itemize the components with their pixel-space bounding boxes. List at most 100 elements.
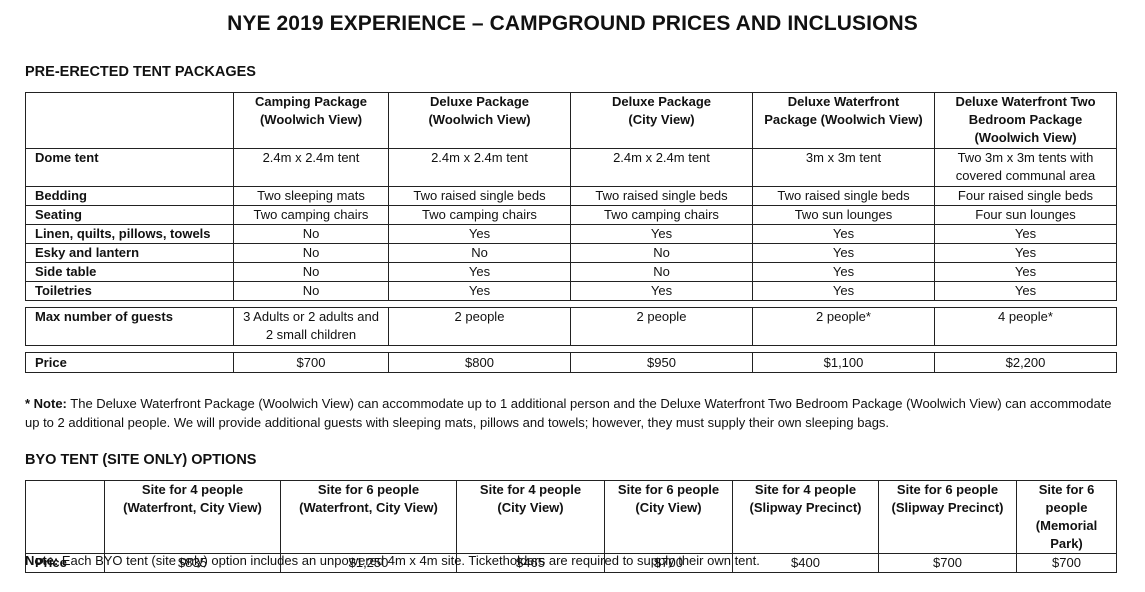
site-header: Site for 4 people (City View) xyxy=(456,480,605,554)
note-text: Each BYO tent (site only) option include… xyxy=(58,553,760,568)
row-label: Toiletries xyxy=(25,281,234,301)
byo-header-row: Site for 4 people (Waterfront, City View)… xyxy=(25,480,1117,554)
table-cell: 2.4m x 2.4m tent xyxy=(233,148,389,187)
price-cell: $400 xyxy=(732,553,879,573)
package-header: Deluxe Package (City View) xyxy=(570,92,753,149)
price-cell: $700 xyxy=(604,553,733,573)
byo-heading: BYO TENT (SITE ONLY) OPTIONS xyxy=(25,452,257,468)
table-cell: Yes xyxy=(388,281,571,301)
table-cell: Yes xyxy=(388,262,571,282)
price-cell: $700 xyxy=(233,352,389,373)
package-header: Camping Package (Woolwich View) xyxy=(233,92,389,149)
table-cell: Four raised single beds xyxy=(934,186,1117,206)
pre-erected-header-row: Camping Package (Woolwich View) Deluxe Pa… xyxy=(25,92,1117,149)
byo-table: Site for 4 people (Waterfront, City View)… xyxy=(25,480,1117,573)
site-header: Site for 6 people (Slipway Precinct) xyxy=(878,480,1017,554)
site-header: Site for 4 people (Slipway Precinct) xyxy=(732,480,879,554)
row-label: Side table xyxy=(25,262,234,282)
table-row: Linen, quilts, pillows, towels No Yes Ye… xyxy=(25,224,1117,244)
price-cell: $700 xyxy=(1016,553,1117,573)
table-cell: No xyxy=(388,243,571,263)
table-cell: Two raised single beds xyxy=(570,186,753,206)
table-row: Esky and lantern No No No Yes Yes xyxy=(25,243,1117,263)
package-header: Deluxe Waterfront Two Bedroom Package (Woo… xyxy=(934,92,1117,149)
site-header: Site for 4 people (Waterfront, City View) xyxy=(104,480,281,554)
table-cell: Yes xyxy=(570,281,753,301)
table-cell: 2 people* xyxy=(752,307,935,346)
site-header: Site for 6 people (City View) xyxy=(604,480,733,554)
table-cell: Yes xyxy=(388,224,571,244)
table-cell: 3 Adults or 2 adults and 2 small childre… xyxy=(233,307,389,346)
table-cell: Four sun lounges xyxy=(934,205,1117,225)
price-cell: $465 xyxy=(456,553,605,573)
price-cell: $1,100 xyxy=(752,352,935,373)
table-row: Seating Two camping chairs Two camping c… xyxy=(25,205,1117,225)
byo-note: Note: Each BYO tent (site only) option i… xyxy=(25,551,1120,570)
byo-price-row: Price $835 $1,250 $465 $700 $400 $700 $7… xyxy=(25,553,1117,573)
table-cell: Yes xyxy=(752,281,935,301)
table-cell: Two raised single beds xyxy=(388,186,571,206)
table-cell: Yes xyxy=(752,262,935,282)
price-row: Price $700 $800 $950 $1,100 $2,200 xyxy=(25,352,1117,373)
price-cell: $800 xyxy=(388,352,571,373)
pre-erected-heading: PRE-ERECTED TENT PACKAGES xyxy=(25,64,256,80)
table-cell: Two camping chairs xyxy=(388,205,571,225)
pre-erected-table: Camping Package (Woolwich View) Deluxe Pa… xyxy=(25,92,1117,373)
table-cell: Two sleeping mats xyxy=(233,186,389,206)
row-label: Bedding xyxy=(25,186,234,206)
row-label: Price xyxy=(25,553,105,573)
table-cell: No xyxy=(570,262,753,282)
table-cell: Two camping chairs xyxy=(570,205,753,225)
table-cell: Yes xyxy=(752,224,935,244)
table-cell: Yes xyxy=(752,243,935,263)
package-header: Deluxe Waterfront Package (Woolwich View) xyxy=(752,92,935,149)
row-label: Seating xyxy=(25,205,234,225)
table-cell: No xyxy=(233,224,389,244)
spacer-row xyxy=(25,345,1117,353)
package-header: Deluxe Package (Woolwich View) xyxy=(388,92,571,149)
table-cell: Yes xyxy=(570,224,753,244)
row-label: Esky and lantern xyxy=(25,243,234,263)
guests-note: * Note: The Deluxe Waterfront Package (W… xyxy=(25,394,1120,432)
price-cell: $700 xyxy=(878,553,1017,573)
table-cell: No xyxy=(233,243,389,263)
table-cell: Yes xyxy=(934,243,1117,263)
table-row: Toiletries No Yes Yes Yes Yes xyxy=(25,281,1117,301)
site-header: Site for 6 people (Memorial Park) xyxy=(1016,480,1117,554)
note-prefix: * Note: xyxy=(25,396,67,411)
table-cell: Two 3m x 3m tents with covered communal … xyxy=(934,148,1117,187)
table-cell: 2 people xyxy=(570,307,753,346)
table-cell: 2.4m x 2.4m tent xyxy=(388,148,571,187)
corner-cell xyxy=(25,480,105,554)
table-cell: Yes xyxy=(934,224,1117,244)
table-row: Dome tent 2.4m x 2.4m tent 2.4m x 2.4m t… xyxy=(25,148,1117,187)
page-title: NYE 2019 EXPERIENCE – CAMPGROUND PRICES … xyxy=(227,12,918,35)
row-label: Price xyxy=(25,352,234,373)
spacer-row xyxy=(25,300,1117,308)
corner-cell xyxy=(25,92,234,149)
table-cell: No xyxy=(233,281,389,301)
price-cell: $835 xyxy=(104,553,281,573)
table-cell: No xyxy=(570,243,753,263)
price-cell: $1,250 xyxy=(280,553,457,573)
site-header: Site for 6 people (Waterfront, City View) xyxy=(280,480,457,554)
table-row: Bedding Two sleeping mats Two raised sin… xyxy=(25,186,1117,206)
table-cell: Two camping chairs xyxy=(233,205,389,225)
table-cell: 2.4m x 2.4m tent xyxy=(570,148,753,187)
row-label: Linen, quilts, pillows, towels xyxy=(25,224,234,244)
price-cell: $950 xyxy=(570,352,753,373)
row-label: Max number of guests xyxy=(25,307,234,346)
table-cell: 3m x 3m tent xyxy=(752,148,935,187)
table-row: Side table No Yes No Yes Yes xyxy=(25,262,1117,282)
table-cell: 4 people* xyxy=(934,307,1117,346)
table-cell: Yes xyxy=(934,281,1117,301)
table-cell: No xyxy=(233,262,389,282)
price-cell: $2,200 xyxy=(934,352,1117,373)
table-cell: Two raised single beds xyxy=(752,186,935,206)
table-cell: Two sun lounges xyxy=(752,205,935,225)
row-label: Dome tent xyxy=(25,148,234,187)
note-text: The Deluxe Waterfront Package (Woolwich … xyxy=(25,396,1112,430)
note-prefix: Note: xyxy=(25,553,59,568)
table-cell: 2 people xyxy=(388,307,571,346)
table-cell: Yes xyxy=(934,262,1117,282)
